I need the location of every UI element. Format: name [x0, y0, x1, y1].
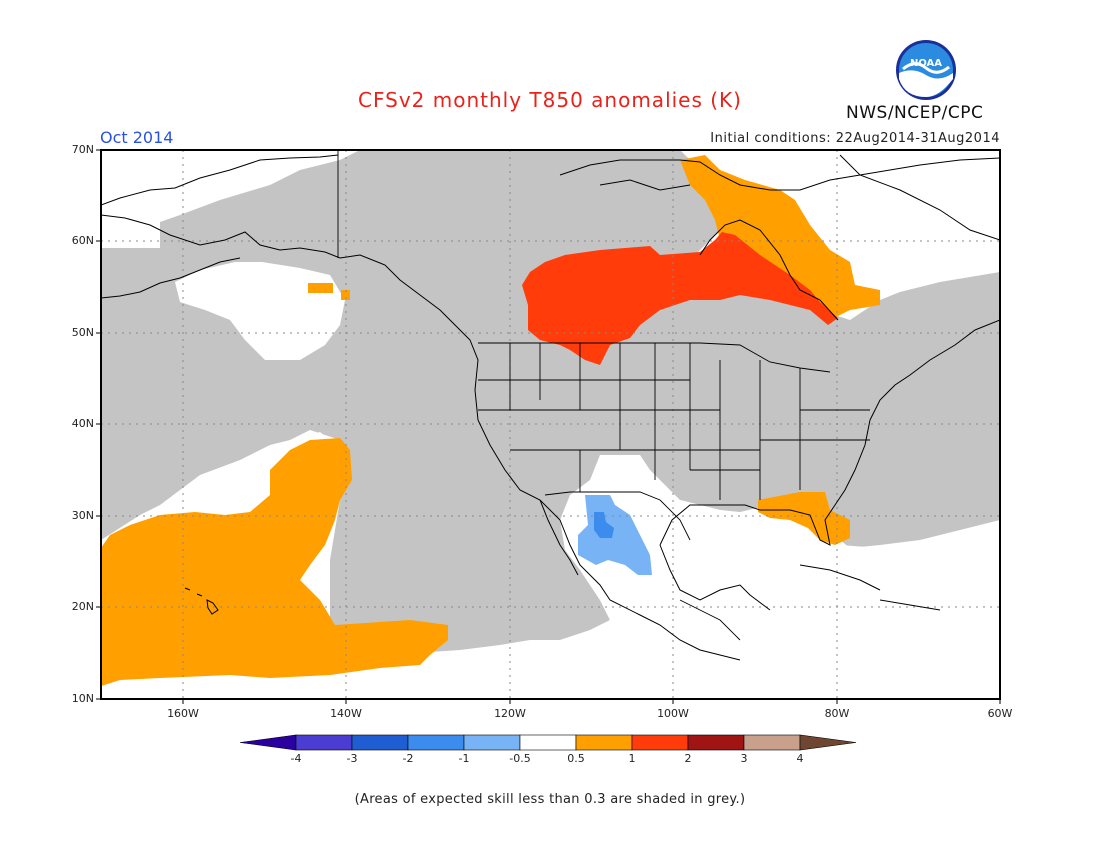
legend-label: -2 — [402, 752, 414, 765]
white-patch-gulf-alaska — [175, 262, 345, 360]
lon-label-100w: 100W — [657, 707, 689, 720]
map-fields — [101, 150, 1000, 699]
white-patch-caribbean — [560, 500, 1000, 699]
white-patch-greenland — [780, 150, 1000, 262]
lat-label-40n: 40N — [71, 417, 94, 430]
borders — [337, 150, 870, 641]
lat-label-10n: 10N — [71, 692, 94, 705]
gridlines — [101, 150, 1000, 699]
noaa-logo: NOAA — [896, 40, 956, 100]
mid-blue-region-mexico — [594, 512, 614, 538]
legend-label: -4 — [290, 752, 302, 765]
legend-label: -3 — [346, 752, 358, 765]
legend-label: 4 — [796, 752, 804, 765]
lat-label-50n: 50N — [71, 326, 94, 339]
initial-conditions: Initial conditions: 22Aug2014-31Aug2014 — [710, 131, 1000, 146]
legend-label: 1 — [628, 752, 636, 765]
footnote: (Areas of expected skill less than 0.3 a… — [354, 792, 746, 807]
lon-label-60w: 60W — [987, 707, 1013, 720]
legend-label: 3 — [740, 752, 748, 765]
lat-label-30n: 30N — [71, 509, 94, 522]
lon-label-80w: 80W — [824, 707, 850, 720]
orange-region-canada-east — [680, 155, 880, 320]
axis-ticks — [96, 149, 1001, 704]
coastlines — [101, 154, 1000, 661]
lon-label-140w: 140W — [330, 707, 362, 720]
lon-label-120w: 120W — [494, 707, 526, 720]
legend-label: -1 — [458, 752, 470, 765]
legend-label: -0.5 — [509, 752, 531, 765]
lon-label-160w: 160W — [167, 707, 199, 720]
orange-region-alaska-dot2 — [341, 290, 350, 300]
forecast-month: Oct 2014 — [100, 128, 174, 147]
lat-label-60n: 60N — [71, 234, 94, 247]
orange-region-alaska-dot — [308, 283, 333, 293]
logo-text: NOAA — [910, 58, 942, 69]
chart-title: CFSv2 monthly T850 anomalies (K) — [358, 88, 742, 112]
agency-label: NWS/NCEP/CPC — [846, 103, 984, 123]
legend-label: 0.5 — [567, 752, 585, 765]
orange-region-pacific — [101, 438, 448, 686]
white-patch-mexico — [600, 455, 648, 500]
lat-label-20n: 20N — [71, 600, 94, 613]
lat-label-70n: 70N — [71, 143, 94, 156]
legend-label: 2 — [684, 752, 692, 765]
red-region-central-canada — [522, 232, 838, 365]
